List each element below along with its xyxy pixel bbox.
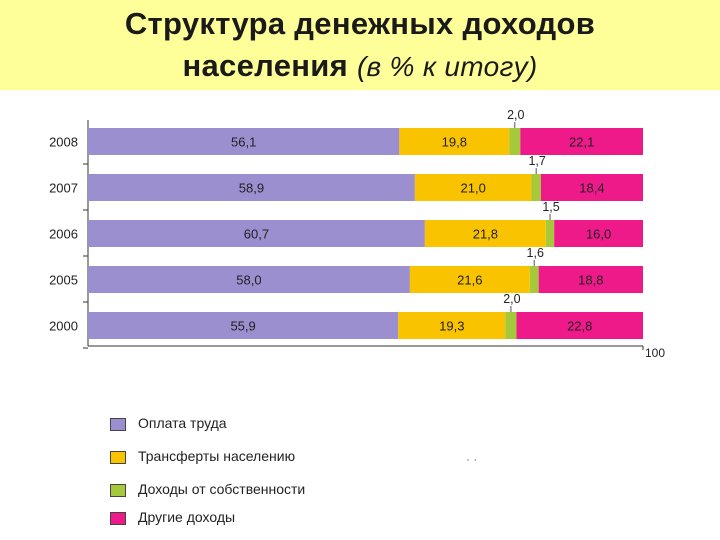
chart-subtitle-unit: (в % к итогу)	[356, 51, 538, 82]
data-label-2005-3: 18,8	[578, 273, 603, 288]
data-label-2000-2: 2,0	[503, 292, 520, 306]
data-label-2006-2: 1,5	[542, 200, 559, 214]
y-tick-label-2000: 2000	[49, 319, 78, 334]
stray-mark: · ·	[466, 452, 478, 466]
legend-label-other: Другие доходы	[138, 509, 236, 525]
data-label-2005-0: 58,0	[236, 273, 261, 288]
chart-subtitle-main: населения	[182, 48, 349, 83]
data-label-2008-0: 56,1	[231, 135, 256, 150]
bar-segment-2007-0	[88, 174, 415, 201]
chart-title: Структура денежных доходов	[124, 6, 596, 41]
stacked-bar-chart: 100 2008 56,1 19,8 2,0 22,1 2007 58,9 21,0 1,7 18,…	[49, 108, 665, 360]
y-tick-label-2006: 2006	[49, 227, 78, 242]
data-label-2007-0: 58,9	[239, 181, 264, 196]
data-label-2006-3: 16,0	[586, 227, 611, 242]
legend-label-transfers: Трансферты населению	[138, 448, 296, 464]
data-label-2007-3: 18,4	[579, 181, 604, 196]
data-label-2005-1: 21,6	[457, 273, 482, 288]
bar-segment-2005-1	[409, 266, 530, 293]
y-tick-label-2008: 2008	[49, 135, 78, 150]
bar-segment-2008-3	[520, 128, 643, 155]
legend-label-wages: Оплата труда	[138, 415, 227, 431]
bar-segment-2005-3	[538, 266, 643, 293]
bar-segment-2005-2	[529, 266, 539, 293]
data-label-2000-3: 22,8	[567, 319, 592, 334]
bar-segment-2000-3	[516, 312, 643, 339]
data-label-2000-1: 19,3	[439, 319, 464, 334]
bar-segment-2006-3	[554, 220, 643, 247]
bar-segment-2000-1	[398, 312, 506, 339]
data-label-2005-2: 1,6	[527, 246, 544, 260]
chart-subtitle: населения (в % к итогу)	[0, 48, 720, 84]
y-tick-label-2005: 2005	[49, 273, 78, 288]
data-label-2008-3: 22,1	[569, 135, 594, 150]
legend-swatch-transfers	[110, 451, 126, 464]
data-label-2008-1: 19,8	[442, 135, 467, 150]
bar-segment-2007-1	[414, 174, 532, 201]
bar-segment-2006-0	[88, 220, 425, 247]
legend-swatch-other	[110, 512, 126, 525]
data-label-2008-2: 2,0	[507, 108, 524, 122]
legend-swatch-property	[110, 484, 126, 497]
bar-segment-2006-1	[424, 220, 546, 247]
bar-segment-2006-2	[545, 220, 555, 247]
title-band	[0, 0, 720, 90]
bar-segment-2008-1	[399, 128, 510, 155]
data-label-2007-2: 1,7	[528, 154, 545, 168]
x-tick-label-100: 100	[645, 346, 665, 360]
y-tick-label-2007: 2007	[49, 181, 78, 196]
bar-segment-2000-0	[88, 312, 399, 339]
data-label-2007-1: 21,0	[461, 181, 486, 196]
data-label-2006-0: 60,7	[244, 227, 269, 242]
legend-label-property: Доходы от собственности	[138, 481, 306, 497]
data-label-2000-0: 55,9	[230, 319, 255, 334]
data-label-2006-1: 21,8	[473, 227, 498, 242]
bar-segment-2005-0	[88, 266, 410, 293]
legend-swatch-wages	[110, 418, 126, 431]
bar-segment-2008-0	[88, 128, 400, 155]
bar-segment-2007-3	[540, 174, 643, 201]
bar-segment-2000-2	[505, 312, 517, 339]
bar-segment-2008-2	[509, 128, 521, 155]
bar-segment-2007-2	[531, 174, 541, 201]
